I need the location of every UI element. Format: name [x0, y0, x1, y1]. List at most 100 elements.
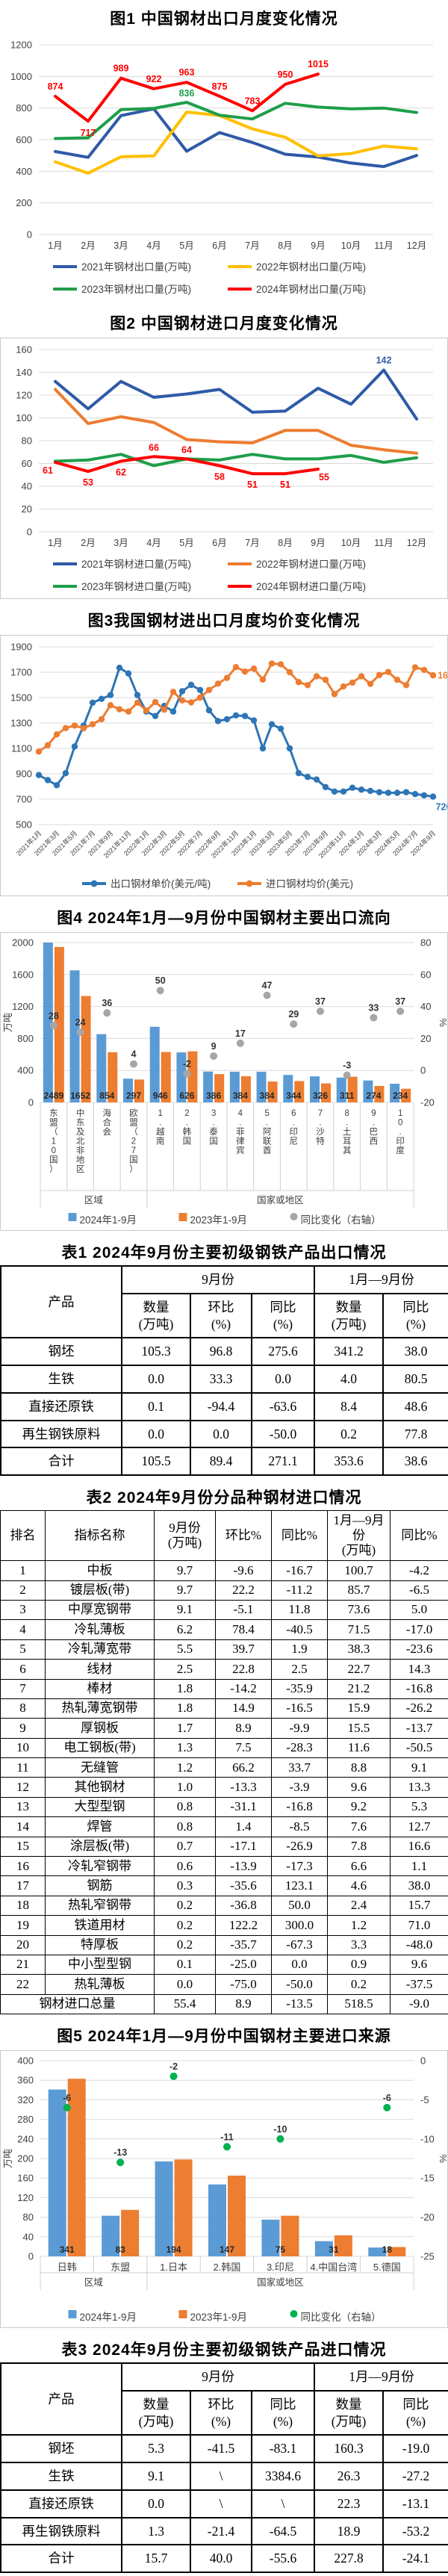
series-marker	[340, 683, 346, 689]
legend-label: 2024年钢材进口量(万吨)	[256, 581, 366, 592]
y-tick-label: 40	[23, 2231, 34, 2242]
y-tick-label: 500	[16, 819, 32, 831]
table-cell: 1	[1, 1561, 46, 1580]
table-cell: 冷轧薄板	[46, 1620, 155, 1639]
table-cell: 涂层板(带)	[46, 1837, 155, 1856]
table-cell: 生铁	[1, 2462, 122, 2490]
y-tick-label: 0	[27, 527, 32, 538]
bar-value-label: 18	[382, 2244, 393, 2255]
table-cell: 0.2	[155, 1935, 216, 1955]
chart1-title: 图1 中国钢材出口月度变化情况	[0, 1, 448, 31]
table-cell: -13.7	[391, 1719, 448, 1738]
legend-label: 同比变化（右轴）	[301, 1214, 382, 1226]
yoy-dot	[116, 2158, 124, 2166]
table-cell: 0.7	[155, 1837, 216, 1856]
table-cell: 5.3	[391, 1797, 448, 1816]
table-cell: 518.5	[328, 1994, 391, 2014]
legend-swatch	[179, 1213, 187, 1221]
table-header-cell: 环比 (%)	[190, 2391, 252, 2436]
table-cell: -26.9	[272, 1837, 328, 1856]
table-cell: 38.0	[391, 1876, 448, 1896]
table-cell: 再生钢铁原料	[1, 2518, 122, 2545]
table-cell: 227.8	[314, 2545, 383, 2572]
bar-value-label: 75	[276, 2244, 286, 2255]
yoy-label: -2	[169, 2061, 178, 2072]
data-label: 64	[181, 444, 192, 455]
bar	[155, 2161, 173, 2256]
table-cell: -9.9	[272, 1719, 328, 1738]
legend-label: 2022年钢材出口量(万吨)	[256, 261, 366, 273]
series-marker	[134, 692, 140, 698]
table-cell: 123.1	[272, 1876, 328, 1896]
table-cell: 50.0	[272, 1896, 328, 1915]
series-marker	[188, 699, 194, 705]
series-marker	[260, 677, 266, 683]
table-cell: -13.1	[383, 2490, 448, 2518]
table-cell: -4.2	[391, 1561, 448, 1580]
table-cell: 7.6	[328, 1817, 391, 1837]
bar	[175, 2159, 193, 2256]
table-cell: -67.3	[272, 1935, 328, 1955]
series-marker	[349, 785, 355, 791]
table-cell: 15.7	[391, 1896, 448, 1915]
table-cell: -6.5	[391, 1580, 448, 1600]
x-category-label: 中东及北非地区	[76, 1108, 85, 1174]
series-marker	[269, 660, 275, 666]
table-cell: 1.8	[155, 1679, 216, 1698]
table-header-cell: 同比 (%)	[383, 2391, 448, 2436]
table-cell: \	[190, 2462, 252, 2490]
yoy-label: -6	[383, 2093, 391, 2103]
table-header-cell: 1月—9月份	[314, 2363, 448, 2391]
table-cell: 合计	[1, 2545, 122, 2572]
table-header-cell: 数量 (万吨)	[122, 2391, 190, 2436]
left-axis-unit: 万吨	[2, 2149, 13, 2168]
y-tick-label: 1200	[10, 40, 32, 51]
table-cell: -17.3	[272, 1857, 328, 1876]
data-label: 989	[113, 63, 129, 74]
table-cell: 直接还原铁	[1, 2490, 122, 2518]
y-tick-label: 1300	[10, 718, 32, 729]
table-cell: 13.3	[391, 1778, 448, 1797]
right-axis-unit: %	[438, 2154, 448, 2163]
yoy-dot	[223, 2143, 231, 2150]
series-marker	[125, 709, 131, 715]
table-cell: -26.2	[391, 1698, 448, 1718]
yoy-dot	[103, 1009, 111, 1017]
table-cell: 17	[1, 1876, 46, 1896]
table-cell: 1.1	[391, 1857, 448, 1876]
table-cell: -21.4	[190, 2518, 252, 2545]
table-cell: 122.2	[216, 1916, 272, 1935]
table-cell: 22.3	[314, 2490, 383, 2518]
table-cell: -9.6	[216, 1561, 272, 1580]
series-marker	[323, 784, 329, 790]
series-marker	[314, 776, 320, 782]
table-cell: 钢坯	[1, 2435, 122, 2462]
table-cell: 96.8	[190, 1338, 252, 1365]
table-cell: 105.5	[122, 1447, 190, 1475]
series-marker	[233, 664, 239, 670]
legend-swatch	[290, 2310, 298, 2318]
data-label: 62	[116, 467, 126, 477]
y-tick-label: 2000	[12, 937, 34, 949]
series-marker	[332, 691, 337, 697]
table-header-cell: 1月—9月份 (万吨)	[328, 1511, 391, 1561]
yoy-dot	[157, 987, 164, 994]
table-cell: -23.6	[391, 1639, 448, 1659]
table-cell: 0.9	[328, 1955, 391, 1974]
table-cell: 8.9	[216, 1719, 272, 1738]
table-cell: 0.0	[155, 1975, 216, 1994]
series-marker	[143, 707, 149, 713]
table-cell: 11.8	[272, 1600, 328, 1619]
legend-label: 2024年1-9月	[80, 1214, 137, 1226]
table-cell: 21.2	[328, 1679, 391, 1698]
series-marker	[134, 700, 140, 706]
table-cell: 13	[1, 1797, 46, 1816]
x-category-label: 东盟	[111, 2262, 130, 2273]
y-tick-label: 900	[16, 769, 32, 780]
